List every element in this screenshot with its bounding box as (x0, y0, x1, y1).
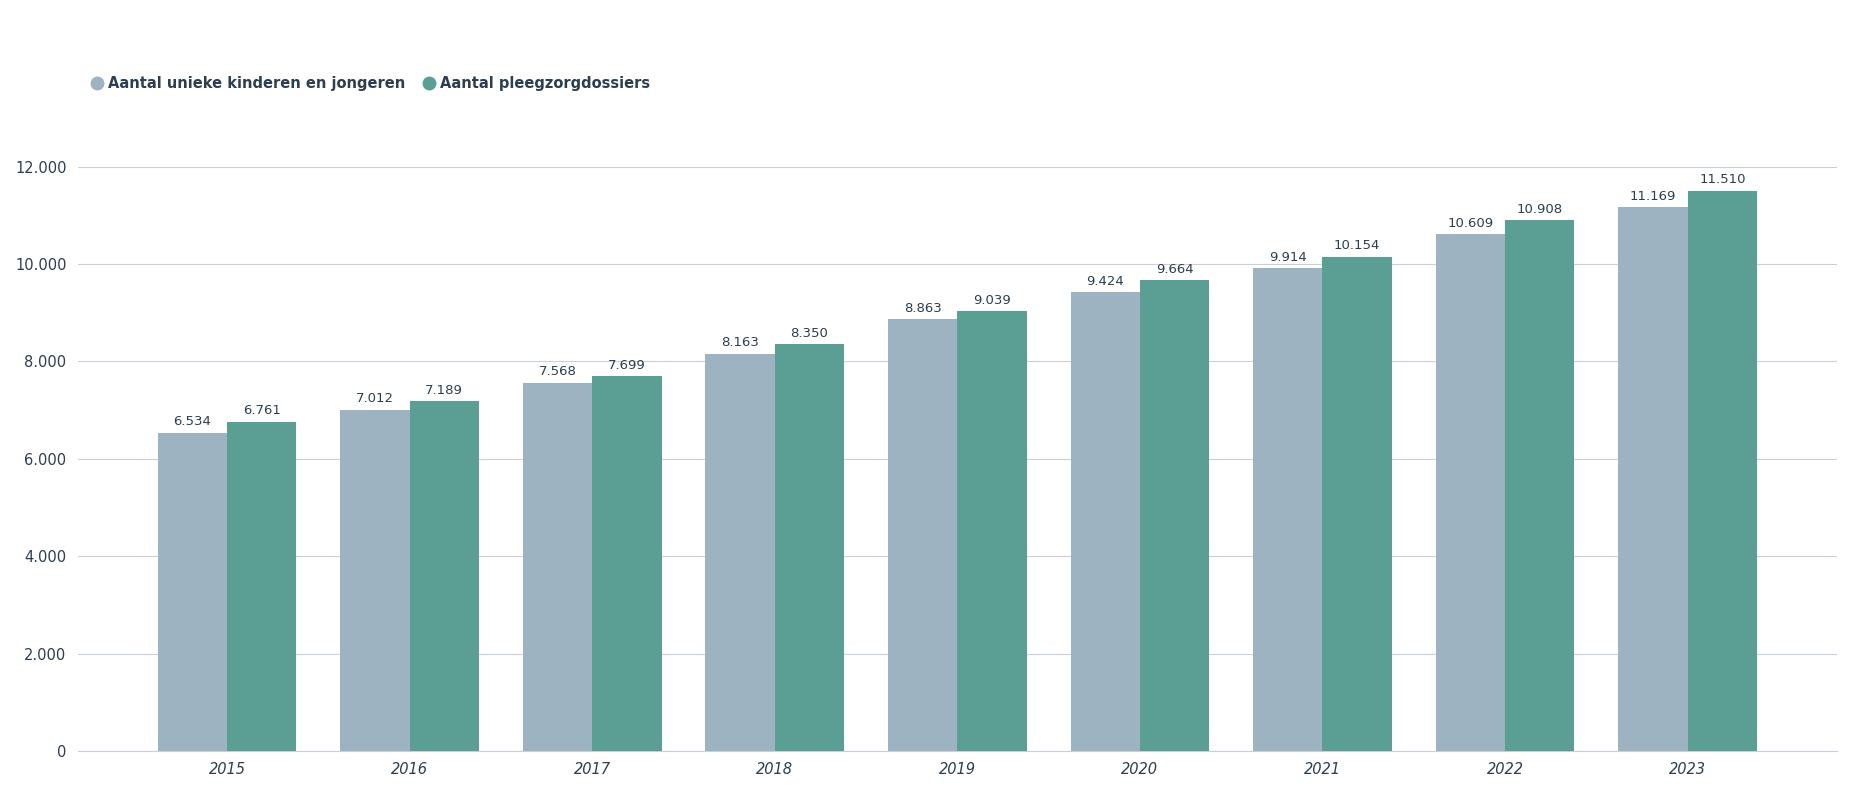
Text: 6.534: 6.534 (174, 416, 211, 428)
Bar (157, 433, 228, 751)
Legend: Aantal unieke kinderen en jongeren, Aantal pleegzorgdossiers: Aantal unieke kinderen en jongeren, Aant… (85, 70, 656, 97)
Bar (1322, 257, 1393, 751)
Bar (228, 422, 296, 751)
Bar (409, 401, 480, 751)
Text: 10.154: 10.154 (1333, 239, 1380, 252)
Bar (1139, 280, 1209, 751)
Bar (774, 345, 845, 751)
Text: 7.568: 7.568 (539, 365, 576, 378)
Text: 10.908: 10.908 (1517, 203, 1563, 215)
Bar (522, 383, 593, 751)
Bar (887, 319, 957, 751)
Bar (1435, 234, 1506, 751)
Text: 8.863: 8.863 (904, 302, 941, 315)
Text: 11.510: 11.510 (1698, 173, 1746, 186)
Bar (1070, 292, 1139, 751)
Text: 7.189: 7.189 (426, 383, 463, 397)
Bar (1619, 208, 1687, 751)
Text: 10.609: 10.609 (1446, 217, 1493, 230)
Text: 9.914: 9.914 (1269, 251, 1308, 264)
Text: 9.664: 9.664 (1156, 263, 1193, 276)
Text: 9.039: 9.039 (972, 294, 1011, 307)
Text: 7.012: 7.012 (356, 392, 394, 406)
Text: 6.761: 6.761 (243, 405, 282, 417)
Bar (1506, 220, 1574, 751)
Text: 11.169: 11.169 (1630, 190, 1676, 203)
Bar (341, 409, 409, 751)
Text: 8.350: 8.350 (791, 327, 828, 340)
Text: 8.163: 8.163 (720, 336, 759, 349)
Bar (1254, 268, 1322, 751)
Bar (593, 376, 661, 751)
Bar (706, 353, 774, 751)
Bar (1687, 191, 1758, 751)
Bar (957, 311, 1026, 751)
Text: 9.424: 9.424 (1087, 275, 1124, 287)
Text: 7.699: 7.699 (607, 359, 646, 371)
